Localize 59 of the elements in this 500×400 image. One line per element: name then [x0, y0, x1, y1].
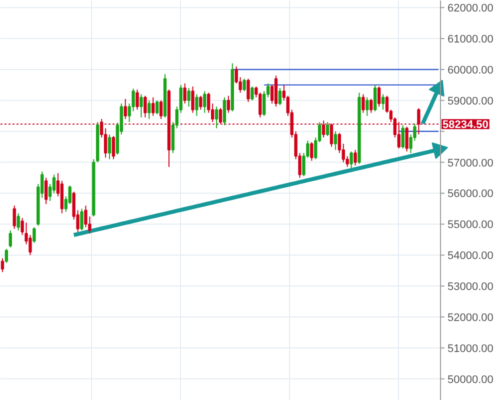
candlestick — [278, 88, 282, 106]
candlestick — [144, 95, 147, 118]
candlestick — [0, 258, 4, 273]
y-tick-label: 61000.00 — [448, 34, 494, 46]
candlestick — [381, 94, 385, 110]
candlestick — [354, 149, 357, 166]
y-tick-label: 51000.00 — [448, 342, 494, 355]
candlestick — [374, 84, 377, 112]
candlestick — [401, 124, 404, 149]
ref-line-label: 58234.50 — [442, 119, 488, 132]
y-tick-label: 56000.00 — [448, 188, 494, 200]
candlestick — [199, 95, 202, 110]
y-tick-label: 53000.00 — [448, 281, 494, 294]
candlestick — [68, 184, 72, 205]
y-tick-label: 52000.00 — [448, 312, 494, 324]
candlestick — [226, 95, 230, 114]
candlestick — [140, 94, 143, 118]
y-tick-label: 50000.00 — [448, 374, 494, 386]
candlestick — [203, 90, 206, 114]
y-tick-label: 59000.00 — [448, 95, 494, 108]
candlestick — [8, 230, 12, 248]
candlestick — [405, 126, 408, 152]
candlestick — [242, 78, 246, 92]
candlestick — [155, 100, 159, 115]
y-tick-label: 57000.00 — [448, 157, 494, 170]
y-tick-label: 60000.00 — [448, 64, 494, 76]
candlestick — [12, 205, 16, 230]
candlestick — [159, 100, 163, 120]
candlestick — [370, 98, 373, 114]
candlestick — [310, 142, 314, 162]
candlestick — [152, 96, 155, 116]
candlestick — [44, 177, 48, 205]
candlestick — [326, 122, 330, 136]
candlestick — [32, 226, 36, 244]
candlestick — [214, 106, 218, 129]
candlestick — [136, 89, 139, 110]
candlestick — [246, 78, 250, 102]
candlestick — [112, 136, 116, 160]
candlestick — [183, 82, 186, 104]
candlestick — [16, 212, 20, 231]
candlestick — [124, 98, 127, 120]
y-tick-label: 54000.00 — [448, 250, 494, 262]
candlestick — [108, 134, 112, 160]
candlestick — [187, 88, 190, 108]
candlestick — [334, 130, 338, 150]
y-tick-label: 55000.00 — [448, 219, 494, 232]
candlestick — [377, 86, 381, 108]
candlestick — [52, 174, 56, 194]
y-tick-label: 62000.00 — [448, 2, 494, 15]
candlestick — [195, 94, 198, 116]
candlestick — [80, 208, 84, 231]
candlestick — [250, 86, 254, 101]
candlestick — [4, 248, 8, 264]
candlestick — [362, 94, 365, 114]
candlestick — [366, 96, 369, 116]
candlestick — [191, 86, 194, 114]
candlestick — [350, 150, 353, 169]
candlestick — [148, 100, 151, 120]
candlestick — [222, 96, 226, 126]
